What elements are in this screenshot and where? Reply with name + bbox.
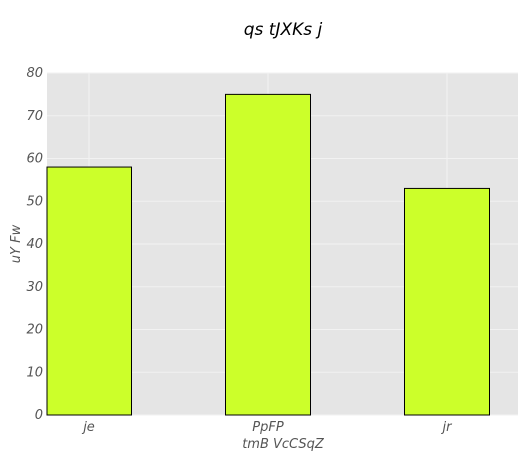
y-tick-label: 40 [26, 237, 43, 252]
axis-ticks: 0 10 20 30 40 50 60 70 80 je PpFP jr [26, 66, 453, 435]
x-axis-label: tmB VcCSqZ [242, 437, 325, 452]
y-tick-label: 30 [26, 280, 43, 295]
chart-title: qs tJXKs j [244, 20, 323, 40]
bar-je [46, 166, 132, 416]
y-tick-label: 20 [26, 323, 43, 338]
bar-ppfp [225, 93, 311, 416]
y-tick-label: 10 [26, 365, 43, 380]
x-tick-label: PpFP [252, 420, 284, 435]
y-axis-label: uY Fw [9, 224, 24, 263]
y-tick-label: 80 [26, 66, 43, 81]
y-tick-label: 60 [26, 152, 43, 167]
y-tick-label: 50 [26, 194, 43, 209]
x-tick-label: je [81, 420, 95, 435]
bar-jr [404, 187, 490, 416]
bars [46, 93, 490, 416]
y-tick-label: 0 [35, 408, 43, 423]
x-tick-label: jr [441, 420, 454, 435]
y-tick-label: 70 [26, 109, 43, 124]
